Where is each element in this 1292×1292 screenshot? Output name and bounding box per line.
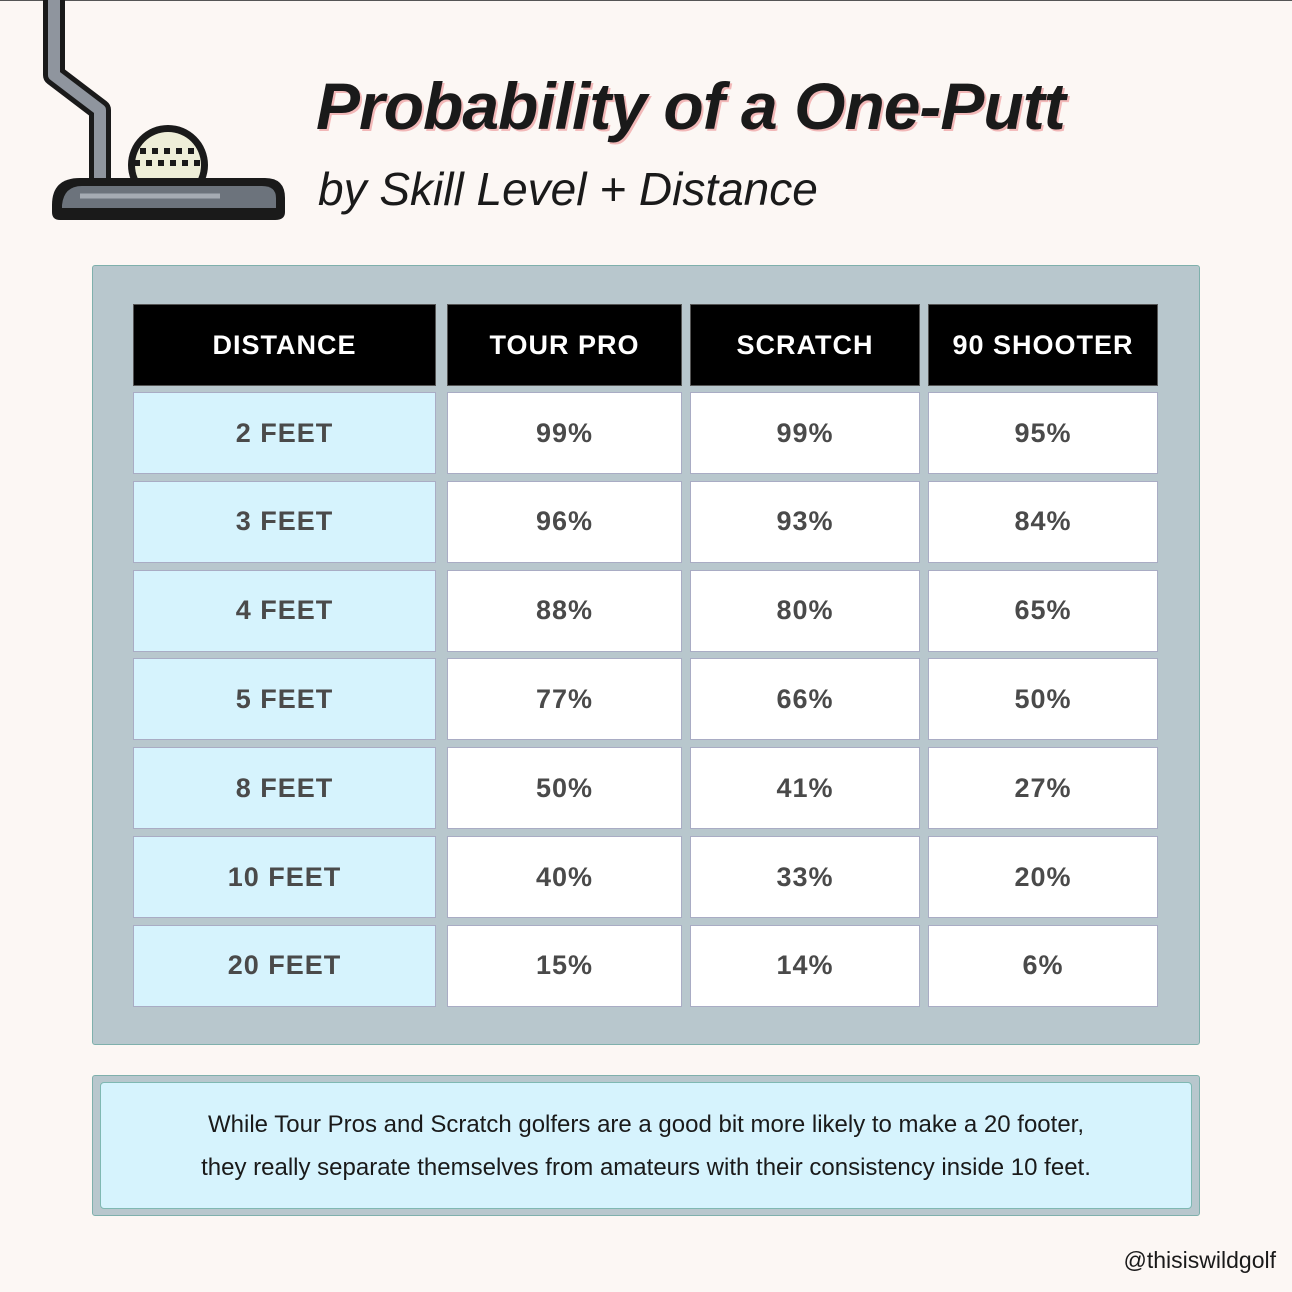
- table-cell: 99%: [447, 392, 682, 474]
- putter-icon: [43, 0, 285, 220]
- table-cell: 40%: [447, 836, 682, 918]
- row-label: 8 FEET: [133, 747, 436, 830]
- table-cell: 50%: [928, 658, 1158, 741]
- row-label: 2 FEET: [133, 392, 436, 474]
- row-label: 4 FEET: [133, 569, 436, 652]
- table-cell: 93%: [690, 480, 920, 563]
- table-cell: 50%: [447, 747, 682, 830]
- column-header: SCRATCH: [690, 304, 920, 386]
- subtitle: by Skill Level + Distance: [318, 163, 818, 215]
- table-cell: 6%: [928, 924, 1158, 1007]
- row-label: 3 FEET: [133, 480, 436, 563]
- table-cell: 99%: [690, 392, 920, 474]
- row-label: 20 FEET: [133, 924, 436, 1007]
- table-cell: 84%: [928, 480, 1158, 563]
- column-header: DISTANCE: [133, 304, 436, 386]
- table-cell: 96%: [447, 480, 682, 563]
- table-cell: 77%: [447, 658, 682, 741]
- table-cell: 41%: [690, 747, 920, 830]
- top-rule: [0, 0, 1292, 1]
- note-line: they really separate themselves from ama…: [201, 1153, 1091, 1181]
- note-line: While Tour Pros and Scratch golfers are …: [208, 1110, 1084, 1138]
- column-header: 90 SHOOTER: [928, 304, 1158, 386]
- table-cell: 15%: [447, 924, 682, 1007]
- row-label: 5 FEET: [133, 658, 436, 741]
- handle: @thisiswildgolf: [1123, 1247, 1276, 1273]
- note: While Tour Pros and Scratch golfers are …: [100, 1082, 1192, 1209]
- table-cell: 80%: [690, 569, 920, 652]
- table-cell: 65%: [928, 569, 1158, 652]
- table-cell: 20%: [928, 836, 1158, 918]
- table-cell: 88%: [447, 569, 682, 652]
- row-label: 10 FEET: [133, 836, 436, 918]
- table-cell: 33%: [690, 836, 920, 918]
- title: Probability of a One-Putt: [316, 69, 1066, 143]
- table-cell: 14%: [690, 924, 920, 1007]
- note-box: While Tour Pros and Scratch golfers are …: [92, 1075, 1200, 1216]
- table-cell: 95%: [928, 392, 1158, 474]
- column-header: TOUR PRO: [447, 304, 682, 386]
- table-cell: 66%: [690, 658, 920, 741]
- table-cell: 27%: [928, 747, 1158, 830]
